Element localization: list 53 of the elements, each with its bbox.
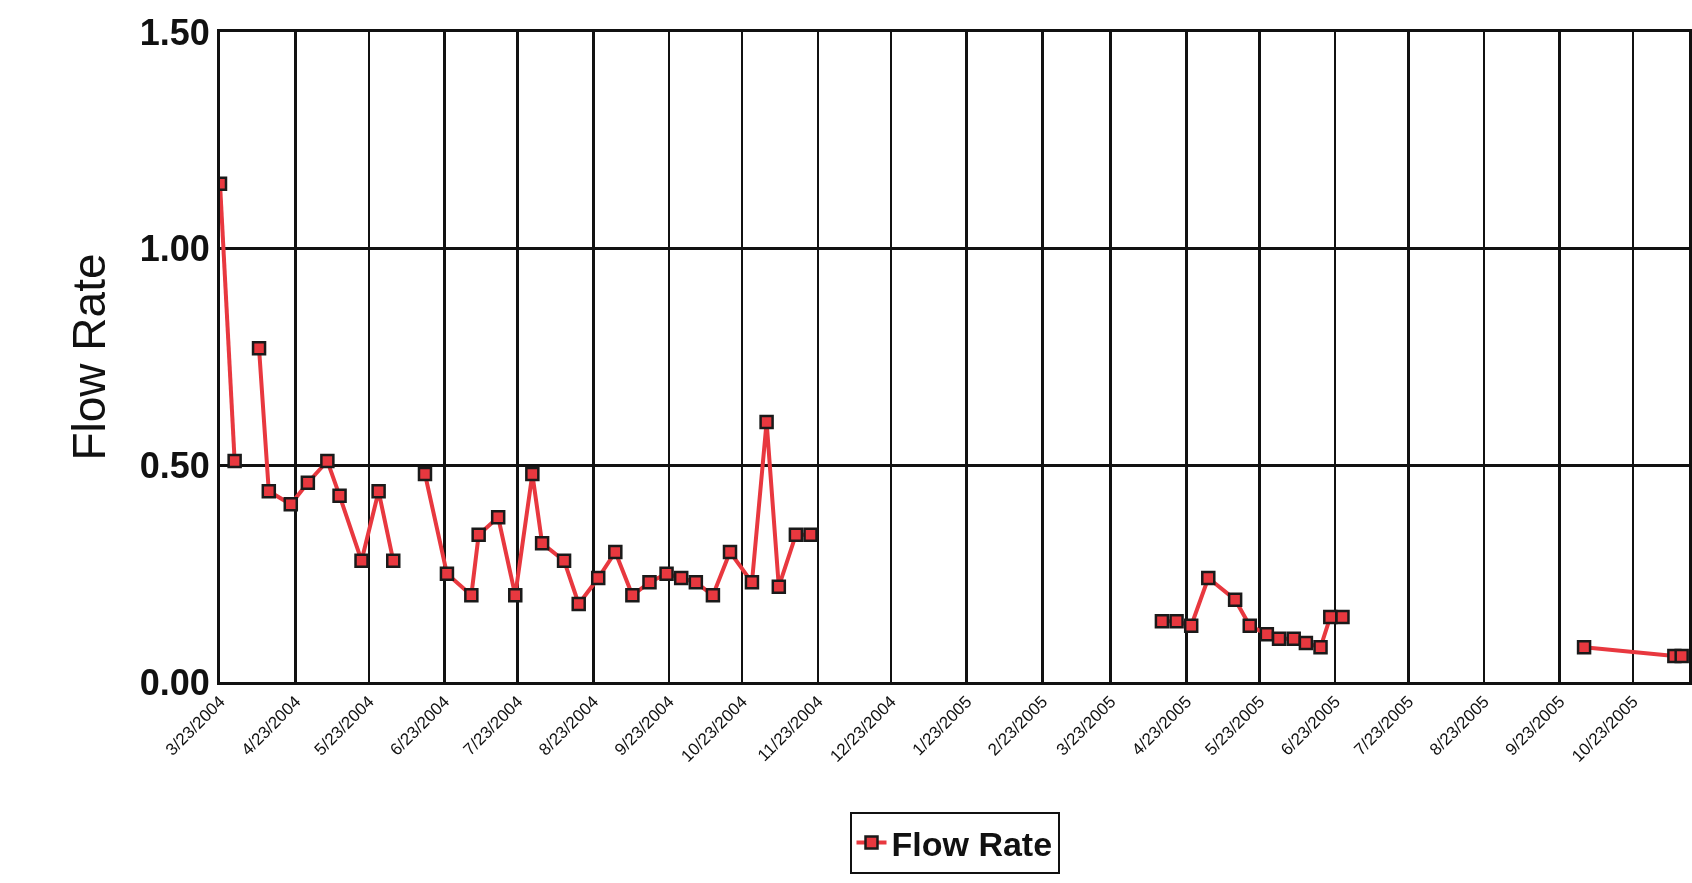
point	[759, 414, 774, 430]
point	[642, 575, 657, 590]
point	[508, 588, 523, 603]
point	[688, 575, 704, 590]
point	[320, 453, 335, 469]
y-tick-label: 0.00	[139, 661, 210, 703]
point	[705, 588, 721, 603]
point	[771, 579, 787, 594]
point	[1298, 635, 1314, 651]
point	[1183, 618, 1199, 633]
point	[1242, 618, 1258, 633]
point	[525, 466, 540, 482]
point	[1576, 640, 1592, 655]
point	[788, 527, 804, 542]
point	[659, 566, 674, 581]
point	[354, 553, 369, 568]
point	[1313, 640, 1328, 655]
point	[417, 466, 433, 482]
point	[625, 588, 640, 603]
point	[1271, 631, 1287, 646]
point	[1259, 627, 1275, 642]
y-tick-label: 1.00	[139, 228, 210, 270]
point	[571, 596, 586, 612]
point	[556, 553, 572, 568]
point	[332, 488, 347, 503]
point	[590, 570, 606, 586]
point	[1286, 631, 1301, 646]
point	[1335, 609, 1350, 625]
point	[722, 544, 738, 560]
point	[371, 484, 386, 499]
point	[1154, 614, 1170, 629]
point	[261, 484, 277, 499]
point	[534, 536, 550, 551]
y-tick-label: 0.50	[139, 444, 210, 486]
point	[803, 527, 818, 542]
point	[1227, 592, 1243, 607]
legend-label: Flow Rate	[891, 824, 1053, 863]
point	[673, 570, 689, 586]
point	[439, 566, 455, 581]
point	[464, 588, 479, 603]
point	[283, 497, 299, 512]
point	[300, 475, 316, 490]
y-axis-title: Flow Rate	[63, 253, 116, 461]
point	[608, 544, 623, 560]
point	[1169, 614, 1184, 629]
point	[1201, 570, 1216, 586]
point	[471, 527, 486, 542]
point	[490, 510, 506, 525]
point	[251, 341, 267, 356]
y-tick-label: 1.50	[139, 11, 210, 53]
point	[744, 575, 760, 590]
point	[1674, 648, 1689, 664]
point	[386, 553, 401, 568]
